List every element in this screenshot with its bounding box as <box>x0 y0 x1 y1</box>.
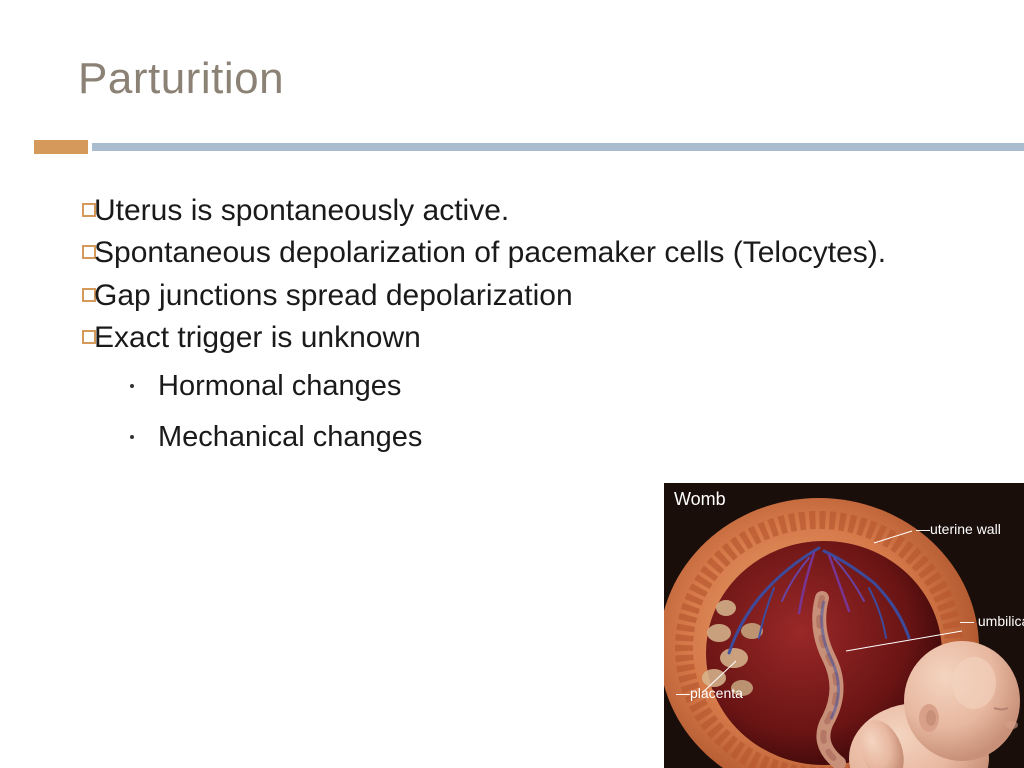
bullet-text: Exact trigger is unknown <box>94 319 984 357</box>
bullet-text: Spontaneous depolarization of pacemaker … <box>94 234 984 272</box>
label-umbilical-cord: — umbilical cord <box>960 613 1024 629</box>
bullet-item: Gap junctions spread depolarization <box>82 277 984 315</box>
sub-item: Mechanical changes <box>130 419 984 456</box>
sub-dot-icon <box>130 384 134 388</box>
content-area: Uterus is spontaneously active. Spontaneo… <box>82 192 984 470</box>
sub-text: Hormonal changes <box>158 368 401 405</box>
rule-accent <box>34 140 88 154</box>
rule-bar <box>92 143 1024 151</box>
sub-list: Hormonal changes Mechanical changes <box>82 368 984 456</box>
label-placenta: —placenta <box>676 685 743 701</box>
title-text: Parturition <box>78 54 284 103</box>
bullet-item: Uterus is spontaneously active. <box>82 192 984 230</box>
bullet-text: Uterus is spontaneously active. <box>94 192 984 230</box>
womb-figure: Womb —uterine wall — umbilical cord —pla… <box>664 483 1024 768</box>
sub-item: Hormonal changes <box>130 368 984 405</box>
bullet-text: Gap junctions spread depolarization <box>94 277 984 315</box>
title-rule <box>34 140 1024 154</box>
sub-dot-icon <box>130 435 134 439</box>
sub-text: Mechanical changes <box>158 419 422 456</box>
bullet-item: Spontaneous depolarization of pacemaker … <box>82 234 984 272</box>
bullet-item: Exact trigger is unknown <box>82 319 984 357</box>
bullet-list: Uterus is spontaneously active. Spontaneo… <box>82 192 984 358</box>
figure-title: Womb <box>674 489 726 510</box>
label-uterine-wall: —uterine wall <box>916 521 1001 537</box>
slide-title: Parturition <box>78 54 284 104</box>
